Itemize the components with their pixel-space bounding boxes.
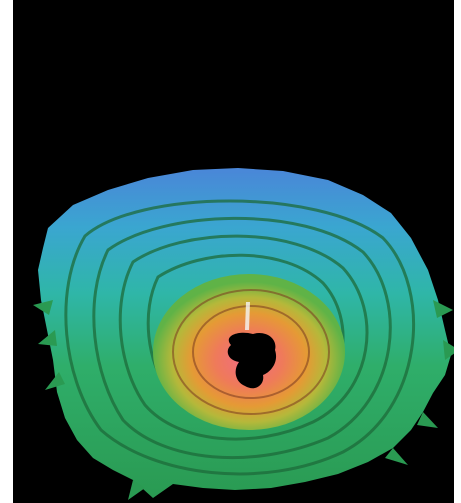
highlight-streak: [245, 302, 250, 330]
central-hole: [227, 332, 277, 389]
ragged-edges: [33, 300, 454, 500]
terrain-render: [13, 0, 454, 503]
image-frame: [13, 0, 454, 503]
inner-contours: [172, 289, 330, 415]
